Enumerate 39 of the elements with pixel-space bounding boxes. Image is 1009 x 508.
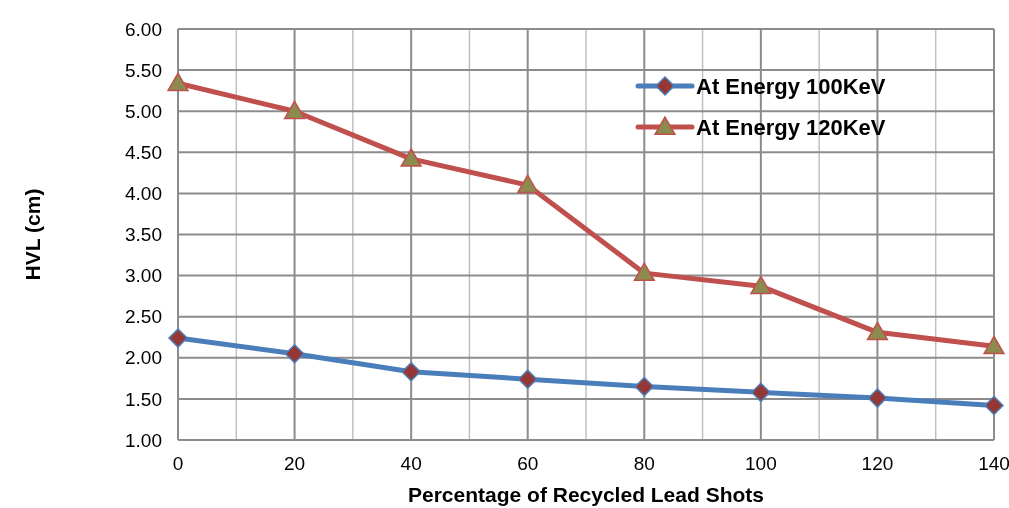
y-tick-label: 2.50 xyxy=(125,306,162,328)
x-axis-title: Percentage of Recycled Lead Shots xyxy=(408,483,764,506)
point xyxy=(400,148,422,167)
x-tick-label: 80 xyxy=(633,453,655,474)
point xyxy=(634,376,655,397)
x-tick-label: 60 xyxy=(517,453,539,474)
point xyxy=(401,362,421,382)
y-tick-label: 2.00 xyxy=(125,347,162,369)
point xyxy=(751,382,771,403)
point xyxy=(167,72,189,92)
y-tick-label: 1.00 xyxy=(125,429,162,451)
point xyxy=(168,328,188,348)
y-tick-label: 4.00 xyxy=(125,183,162,205)
point xyxy=(284,343,305,364)
y-tick-label: 1.50 xyxy=(125,388,162,410)
legend-label: At Energy 120KeV xyxy=(696,114,886,140)
point xyxy=(866,321,889,341)
point xyxy=(750,275,772,295)
point xyxy=(633,262,655,282)
legend-label: At Energy 100KeV xyxy=(696,73,886,99)
x-tick-label: 140 xyxy=(978,453,1009,474)
y-tick-label: 3.00 xyxy=(125,265,162,287)
point xyxy=(983,335,1005,355)
y-tick-label: 5.00 xyxy=(125,100,162,122)
y-tick-label: 6.00 xyxy=(125,18,162,40)
y-axis-title: HVL (cm) xyxy=(21,188,44,281)
x-tick-label: 40 xyxy=(400,453,422,474)
point xyxy=(283,100,306,120)
point xyxy=(867,388,888,408)
x-tick-label: 100 xyxy=(745,453,777,474)
y-tick-label: 5.50 xyxy=(125,59,162,81)
y-tick-label: 3.50 xyxy=(125,224,162,246)
x-tick-label: 0 xyxy=(172,453,184,474)
point xyxy=(984,395,1004,416)
x-tick-label: 120 xyxy=(861,453,894,474)
point xyxy=(517,174,539,194)
point xyxy=(517,369,538,389)
x-tick-label: 20 xyxy=(284,453,306,474)
y-tick-label: 4.50 xyxy=(125,141,162,163)
